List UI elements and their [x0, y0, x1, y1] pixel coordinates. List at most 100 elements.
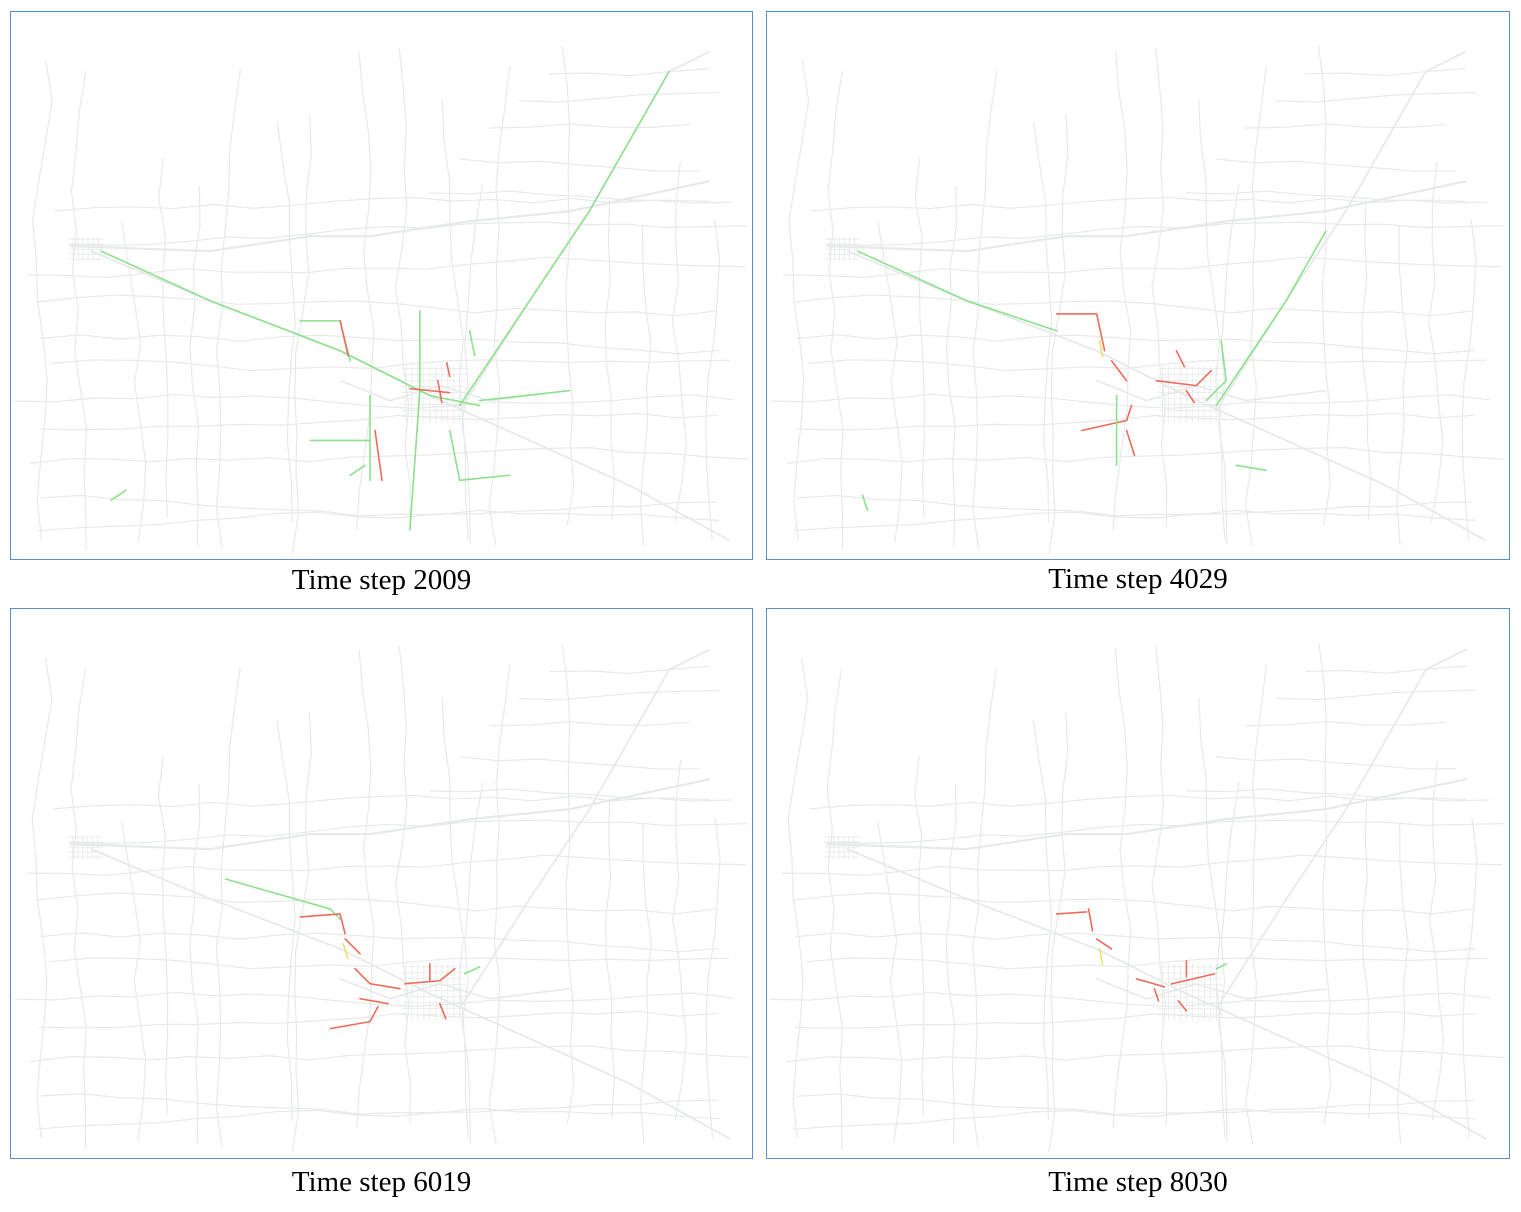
road: [441, 697, 470, 1138]
highway: [339, 977, 571, 1000]
road: [548, 67, 710, 77]
traffic-flow-segment: [409, 387, 451, 394]
road: [1112, 648, 1132, 1129]
panel-caption: Time step 2009: [291, 564, 472, 596]
road: [67, 819, 748, 845]
traffic-flow-segment: [1185, 389, 1196, 404]
road: [788, 60, 810, 540]
road: [37, 1099, 717, 1130]
road: [705, 219, 721, 540]
road: [53, 196, 733, 212]
road: [215, 667, 241, 1148]
road: [39, 412, 718, 431]
road: [488, 66, 511, 546]
road: [189, 783, 201, 1144]
road: [355, 648, 375, 1129]
road: [1215, 158, 1456, 172]
traffic-flow-segment: [359, 997, 389, 1005]
road: [796, 494, 1476, 521]
road: [276, 121, 296, 522]
traffic-flow-segment: [1080, 404, 1133, 432]
road: [31, 658, 53, 1139]
highway: [1215, 648, 1467, 1010]
road: [1461, 219, 1477, 540]
traffic-flow-segment: [1110, 359, 1128, 382]
road: [157, 755, 169, 1116]
road: [548, 665, 710, 675]
road: [792, 892, 1473, 915]
traffic-flow-segment: [374, 429, 383, 482]
road: [604, 200, 615, 521]
road-network-map: [14, 644, 750, 1152]
road: [519, 689, 720, 701]
panel-caption: Time step 6019: [291, 1166, 472, 1198]
road: [292, 113, 313, 554]
road: [488, 664, 511, 1144]
road: [68, 221, 747, 247]
traffic-flow-segment: [1055, 313, 1106, 352]
road: [1198, 100, 1226, 540]
traffic-flow-segment: [1215, 230, 1327, 407]
road: [38, 1010, 719, 1029]
highway: [1095, 379, 1327, 402]
traffic-flow-segment: [445, 361, 451, 378]
traffic-flow-segment: [342, 943, 349, 960]
road: [705, 817, 721, 1139]
traffic-flow-segment: [439, 1002, 447, 1020]
road: [1198, 697, 1226, 1139]
panel-caption: Time step 4029: [1048, 563, 1228, 595]
highway: [69, 778, 711, 851]
road: [70, 70, 88, 551]
traffic-flow-segment: [369, 982, 401, 990]
road: [1032, 719, 1053, 1121]
road: [53, 794, 733, 810]
road: [40, 494, 720, 521]
road: [50, 359, 730, 372]
highway: [1095, 978, 1328, 1000]
road: [1245, 123, 1446, 129]
road: [1033, 121, 1053, 522]
road: [26, 256, 746, 279]
road: [29, 1045, 750, 1063]
traffic-flow-segment: [1135, 978, 1166, 988]
road: [1305, 67, 1466, 77]
road: [810, 196, 1489, 212]
road: [1275, 92, 1476, 103]
road: [1275, 689, 1477, 701]
road: [1048, 711, 1069, 1153]
road: [783, 256, 1502, 279]
traffic-flow-segment: [1155, 369, 1213, 387]
map-panel-3: [10, 608, 753, 1159]
traffic-flow-segment: [224, 878, 341, 920]
road: [30, 447, 749, 464]
road: [1244, 66, 1267, 546]
road: [1218, 782, 1240, 1144]
road: [1305, 665, 1467, 674]
road: [1318, 643, 1332, 1125]
road: [189, 185, 201, 546]
road: [1245, 663, 1268, 1145]
road: [946, 185, 957, 546]
road: [489, 123, 690, 129]
traffic-flow-segment: [478, 389, 571, 402]
road: [809, 794, 1490, 810]
traffic-flow-segment: [1170, 973, 1216, 985]
panel-caption: Time step 8030: [1048, 1166, 1228, 1198]
traffic-flow-segment: [468, 330, 476, 357]
traffic-flow-segment: [1215, 963, 1228, 970]
road: [1428, 759, 1445, 1121]
traffic-flow-segment: [1177, 1000, 1188, 1012]
road: [793, 501, 1473, 532]
road: [429, 190, 710, 203]
road: [1318, 46, 1331, 526]
map-panel-2: [766, 11, 1510, 560]
traffic-flow-segment: [1205, 340, 1227, 402]
traffic-flow-segment: [1175, 349, 1186, 368]
traffic-flow-segment: [436, 379, 443, 404]
road: [158, 157, 169, 518]
road: [807, 359, 1487, 372]
traffic-flow-segment: [354, 967, 371, 985]
road: [770, 393, 1490, 409]
road: [787, 658, 809, 1139]
road: [824, 221, 1504, 247]
